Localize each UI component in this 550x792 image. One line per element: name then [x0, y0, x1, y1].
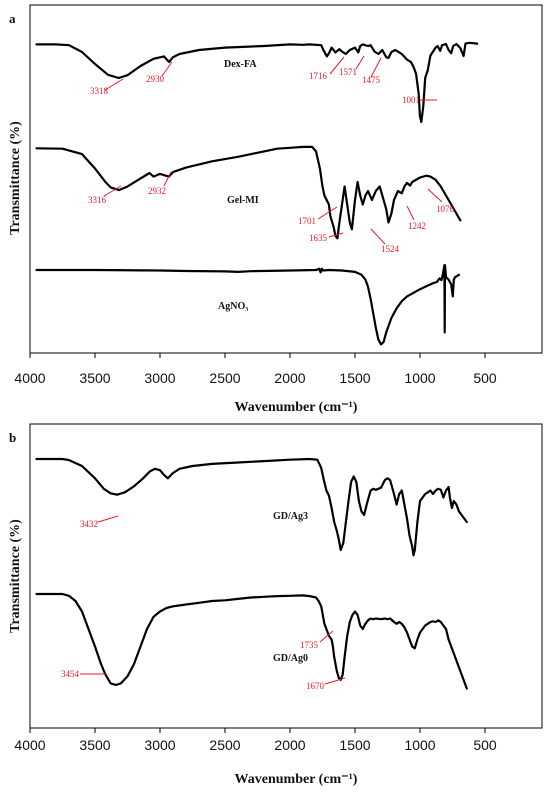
- x-tick-label: 1500: [339, 737, 370, 753]
- panel-b-frame: [29, 423, 543, 729]
- x-tick-label: 500: [473, 370, 497, 386]
- trace-label-gd-ag0: GD/Ag0: [273, 653, 308, 664]
- peak-arrow: [161, 61, 173, 77]
- x-tick-label: 500: [473, 737, 497, 753]
- peak-arrow: [406, 205, 415, 221]
- panel-a-x-axis-title: Wavenumber (cm⁻¹): [235, 400, 358, 415]
- x-tick-label: 4000: [14, 737, 45, 753]
- panel-b-label: b: [9, 430, 16, 445]
- peak-arrow: [163, 171, 172, 187]
- peak-label: 1475: [362, 75, 381, 85]
- panel-a-frame: [29, 4, 543, 354]
- panel-b-peak-annotations: 3432 3454 1735 1670: [61, 515, 346, 691]
- panel-a-trace-labels: Dex-FA Gel-MI AgNO₃: [218, 59, 259, 312]
- peak-arrow: [329, 56, 345, 75]
- peak-label: 3318: [90, 86, 109, 96]
- panel-b-y-axis-title: Transmittance (%): [8, 519, 23, 633]
- peak-label: 1701: [298, 216, 316, 226]
- peak-arrow: [328, 232, 344, 238]
- peak-arrow: [324, 677, 346, 685]
- x-tick-label: 2000: [274, 737, 305, 753]
- x-tick-label: 2500: [209, 370, 240, 386]
- trace-label-agno3: AgNO₃: [218, 301, 248, 312]
- panel-b: b Transmittance (%) Wavenumber (cm⁻¹) 40…: [8, 423, 543, 787]
- peak-label: 1242: [408, 221, 426, 231]
- x-tick-label: 2000: [274, 370, 305, 386]
- peak-arrow: [97, 515, 119, 523]
- peak-arrow: [103, 185, 122, 197]
- panel-b-x-ticks: 4000 3500 3000 2500 2000 1500 1000 500: [14, 728, 497, 753]
- x-tick-label: 3500: [79, 737, 110, 753]
- panel-b-traces: [35, 457, 468, 690]
- panel-b-x-axis-title: Wavenumber (cm⁻¹): [235, 772, 358, 787]
- peak-label: 3454: [61, 669, 80, 679]
- x-tick-label: 3000: [144, 370, 175, 386]
- panel-a-peak-annotations: 3318 2930 1716 1571 1475 1001 3316 2932 …: [88, 55, 455, 254]
- peak-arrow: [355, 55, 365, 70]
- x-tick-label: 3500: [79, 370, 110, 386]
- peak-label: 1001: [402, 95, 420, 105]
- panel-a-x-ticks: 4000 3500 3000 2500 2000 1500 1000 500: [14, 353, 497, 386]
- peak-label: 2932: [148, 186, 166, 196]
- peak-label: 1076: [436, 204, 455, 214]
- x-tick-label: 1000: [404, 370, 435, 386]
- peak-label: 1735: [300, 640, 319, 650]
- x-tick-label: 2500: [209, 737, 240, 753]
- peak-arrow: [319, 630, 334, 643]
- trace-label-gel-mi: Gel-MI: [227, 195, 259, 206]
- x-tick-label: 3000: [144, 737, 175, 753]
- peak-label: 1635: [309, 233, 328, 243]
- panel-a-y-axis-title: Transmittance (%): [8, 121, 23, 235]
- panel-b-trace-labels: GD/Ag3 GD/Ag0: [273, 511, 308, 664]
- spectrum-trace-1: [35, 457, 468, 557]
- peak-label: 3316: [88, 195, 107, 205]
- peak-arrow: [427, 188, 443, 203]
- spectrum-trace-2: [35, 592, 468, 690]
- peak-label: 1670: [306, 681, 325, 691]
- x-tick-label: 4000: [14, 370, 45, 386]
- spectrum-trace-2: [35, 145, 462, 240]
- peak-label: 1524: [381, 244, 400, 254]
- spectrum-trace-3: [35, 264, 461, 346]
- peak-label: 2930: [146, 74, 165, 84]
- peak-arrow: [104, 78, 124, 91]
- panel-a-label: a: [9, 11, 16, 26]
- x-tick-label: 1500: [339, 370, 370, 386]
- trace-label-gd-ag3: GD/Ag3: [273, 511, 308, 522]
- peak-label: 3432: [80, 519, 98, 529]
- peak-label: 1571: [339, 67, 357, 77]
- spectrum-trace-1: [35, 41, 479, 124]
- peak-arrow: [317, 206, 338, 220]
- peak-label: 1716: [309, 71, 328, 81]
- peak-arrow: [370, 57, 382, 78]
- trace-label-dex-fa: Dex-FA: [224, 59, 257, 70]
- panel-a-traces: [35, 41, 479, 346]
- peak-arrow: [370, 228, 386, 245]
- x-tick-label: 1000: [404, 737, 435, 753]
- panel-a: a Transmittance (%) Wavenumber (cm⁻¹) 40…: [8, 4, 543, 415]
